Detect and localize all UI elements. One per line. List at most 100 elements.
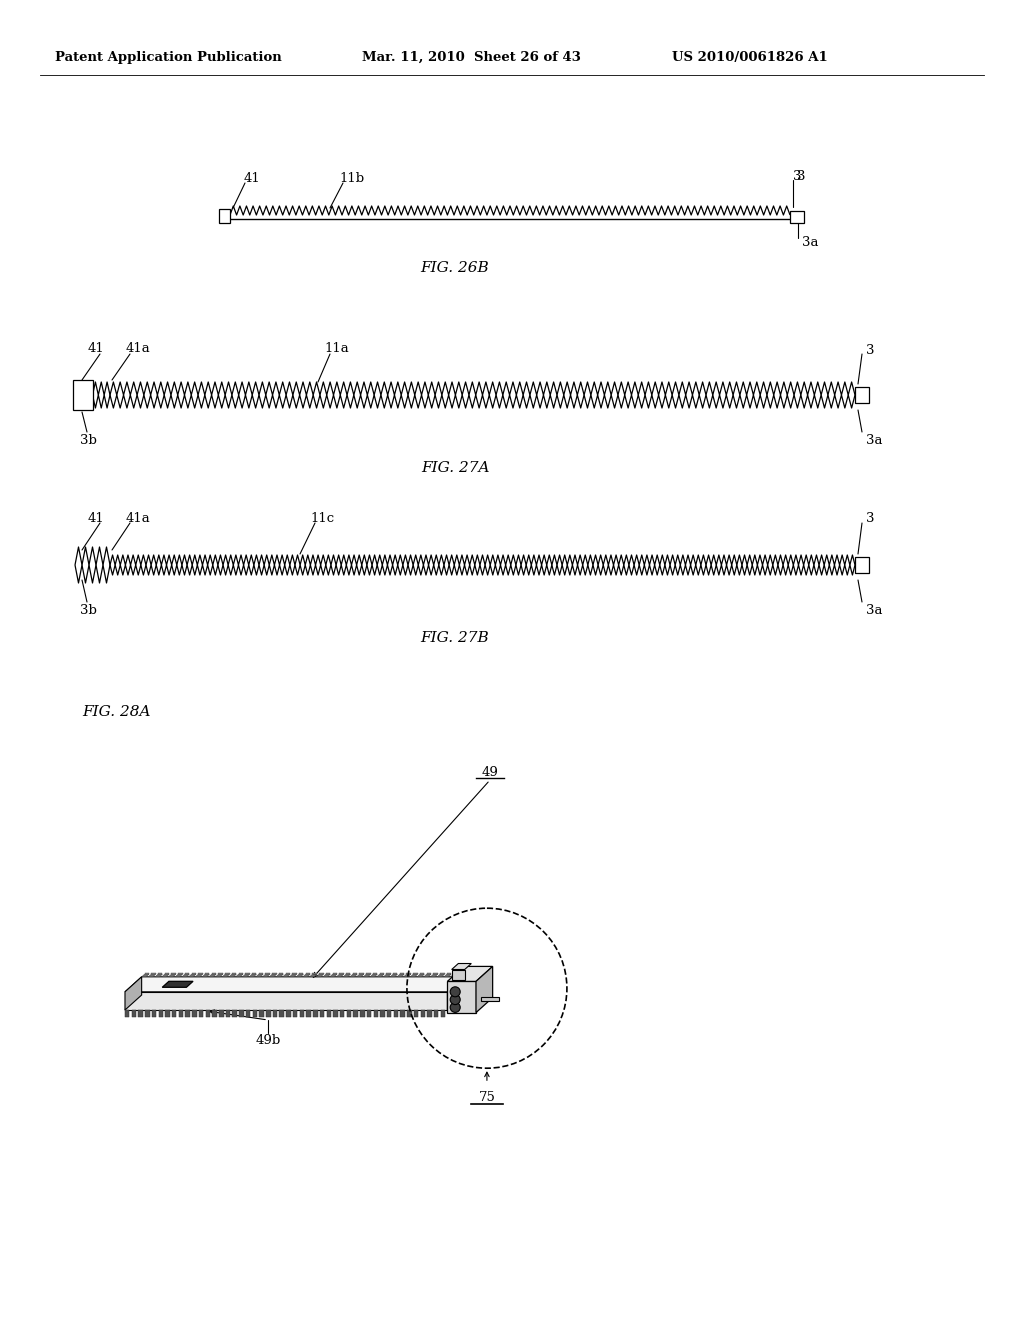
Polygon shape	[249, 974, 256, 977]
Text: 41a: 41a	[126, 342, 151, 355]
Polygon shape	[162, 981, 194, 987]
Polygon shape	[202, 974, 210, 977]
Polygon shape	[259, 1010, 264, 1018]
Polygon shape	[290, 974, 297, 977]
Text: 3: 3	[866, 512, 874, 525]
Text: FIG. 28A: FIG. 28A	[82, 705, 151, 719]
Polygon shape	[367, 1010, 372, 1018]
Text: 3b: 3b	[80, 603, 97, 616]
Polygon shape	[476, 966, 493, 1012]
Polygon shape	[243, 974, 250, 977]
Text: FIG. 27B: FIG. 27B	[421, 631, 489, 645]
Polygon shape	[280, 1010, 284, 1018]
Polygon shape	[403, 974, 411, 977]
Text: 3a: 3a	[866, 433, 883, 446]
Polygon shape	[414, 1010, 418, 1018]
Polygon shape	[330, 974, 337, 977]
Polygon shape	[323, 974, 331, 977]
Polygon shape	[383, 974, 391, 977]
Text: FIG. 26B: FIG. 26B	[421, 261, 489, 275]
Text: 11c: 11c	[310, 511, 334, 524]
Polygon shape	[303, 974, 310, 977]
Text: 3a: 3a	[802, 236, 818, 249]
Polygon shape	[347, 1010, 351, 1018]
Polygon shape	[481, 997, 499, 1002]
Bar	[219, 209, 230, 223]
Polygon shape	[430, 974, 438, 977]
Polygon shape	[179, 1010, 183, 1018]
Polygon shape	[451, 974, 458, 977]
Text: 3b: 3b	[80, 433, 97, 446]
Polygon shape	[387, 1010, 391, 1018]
Polygon shape	[309, 974, 316, 977]
Polygon shape	[125, 991, 447, 1010]
Polygon shape	[452, 969, 465, 979]
Polygon shape	[421, 1010, 425, 1018]
Text: 41: 41	[244, 172, 260, 185]
Polygon shape	[222, 974, 229, 977]
Polygon shape	[209, 974, 216, 977]
Polygon shape	[353, 1010, 357, 1018]
Polygon shape	[148, 974, 156, 977]
Polygon shape	[152, 1010, 157, 1018]
Polygon shape	[393, 1010, 398, 1018]
Bar	[855, 387, 869, 403]
Polygon shape	[175, 974, 182, 977]
Text: 3a: 3a	[866, 603, 883, 616]
Text: 3: 3	[793, 169, 801, 182]
Polygon shape	[411, 974, 418, 977]
Polygon shape	[272, 1010, 278, 1018]
Polygon shape	[206, 1010, 210, 1018]
Polygon shape	[266, 1010, 270, 1018]
Text: 49: 49	[481, 766, 499, 779]
Polygon shape	[132, 1010, 136, 1018]
Polygon shape	[417, 974, 424, 977]
Polygon shape	[360, 1010, 365, 1018]
Polygon shape	[447, 966, 493, 981]
Polygon shape	[215, 974, 223, 977]
Bar	[73, 380, 93, 411]
Text: FIG. 27A: FIG. 27A	[421, 461, 489, 475]
Polygon shape	[262, 974, 270, 977]
Polygon shape	[408, 1010, 412, 1018]
Text: 11b: 11b	[339, 172, 365, 185]
Polygon shape	[337, 974, 344, 977]
Text: US 2010/0061826 A1: US 2010/0061826 A1	[672, 50, 827, 63]
Polygon shape	[286, 1010, 291, 1018]
Polygon shape	[232, 1010, 237, 1018]
Polygon shape	[172, 1010, 176, 1018]
Polygon shape	[165, 1010, 170, 1018]
Polygon shape	[340, 1010, 344, 1018]
Polygon shape	[141, 974, 148, 977]
Circle shape	[451, 987, 460, 997]
Polygon shape	[125, 977, 141, 1010]
Polygon shape	[447, 977, 464, 1010]
Text: 41: 41	[88, 342, 104, 355]
Polygon shape	[452, 964, 471, 969]
Polygon shape	[343, 974, 350, 977]
Polygon shape	[236, 974, 243, 977]
Text: 3: 3	[797, 169, 806, 182]
Text: 75: 75	[478, 1090, 496, 1104]
Polygon shape	[256, 974, 263, 977]
Bar	[855, 557, 869, 573]
Circle shape	[451, 994, 460, 1005]
Polygon shape	[374, 1010, 378, 1018]
Polygon shape	[182, 974, 189, 977]
Polygon shape	[169, 974, 176, 977]
Text: Mar. 11, 2010  Sheet 26 of 43: Mar. 11, 2010 Sheet 26 of 43	[362, 50, 581, 63]
Polygon shape	[276, 974, 284, 977]
Polygon shape	[300, 1010, 304, 1018]
Polygon shape	[269, 974, 276, 977]
Polygon shape	[370, 974, 378, 977]
Polygon shape	[306, 1010, 311, 1018]
Polygon shape	[188, 974, 196, 977]
Polygon shape	[225, 1010, 230, 1018]
Polygon shape	[185, 1010, 189, 1018]
Polygon shape	[138, 1010, 143, 1018]
Polygon shape	[145, 1010, 150, 1018]
Polygon shape	[327, 1010, 331, 1018]
Polygon shape	[364, 974, 371, 977]
Polygon shape	[199, 1010, 204, 1018]
Polygon shape	[377, 974, 384, 977]
